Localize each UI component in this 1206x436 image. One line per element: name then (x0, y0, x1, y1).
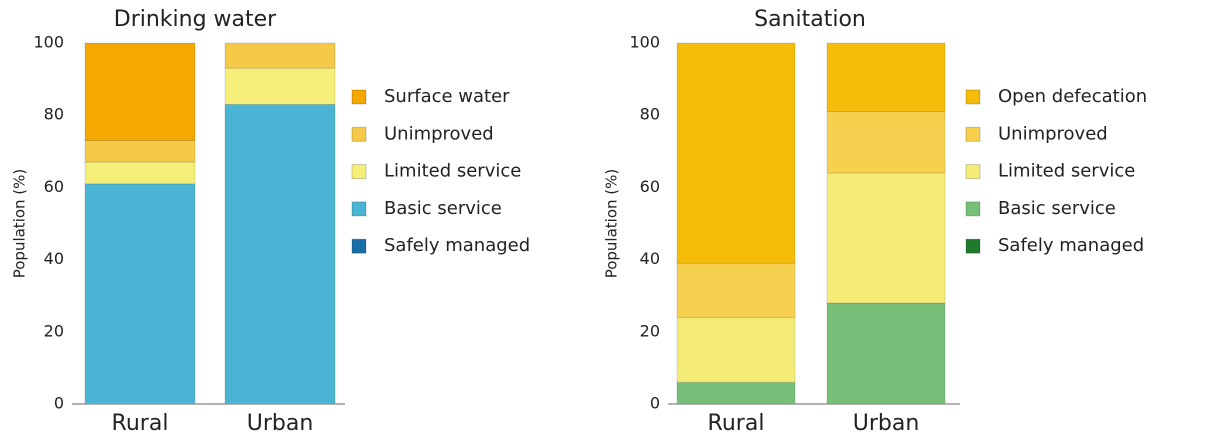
bar-segment (826, 111, 946, 174)
legend-label: Limited service (998, 161, 1135, 182)
x-tick-label: Urban (247, 411, 314, 436)
y-tick-label: 20 (44, 321, 64, 340)
legend-label: Limited service (384, 161, 521, 182)
y-tick-label: 20 (640, 321, 660, 340)
chart-title: Sanitation (754, 7, 866, 32)
legend-swatch (965, 201, 981, 217)
legend-label: Basic service (998, 198, 1116, 219)
y-tick-label: 80 (44, 105, 64, 124)
bar-segment (84, 42, 196, 141)
y-axis-label: Population (%) (11, 169, 29, 279)
legend-swatch (351, 126, 367, 142)
bar-segment (224, 67, 336, 105)
bar-segment (84, 161, 196, 185)
x-tick-label: Rural (708, 411, 765, 436)
legend-label: Basic service (384, 198, 502, 219)
bar-segment (676, 42, 796, 264)
bar-segment (224, 42, 336, 69)
legend-label: Unimproved (998, 123, 1108, 144)
legend-label: Safely managed (998, 235, 1144, 256)
legend-label: Safely managed (384, 235, 530, 256)
y-tick-label: 80 (640, 105, 660, 124)
legend-swatch (351, 89, 367, 105)
bar-segment (676, 316, 796, 383)
legend-label: Open defecation (998, 86, 1147, 107)
legend-swatch (965, 238, 981, 254)
legend-label: Surface water (384, 86, 510, 107)
y-tick-label: 60 (640, 177, 660, 196)
legend-swatch (351, 201, 367, 217)
y-tick-label: 0 (650, 394, 660, 413)
bar-segment (676, 381, 796, 405)
legend-label: Unimproved (384, 123, 494, 144)
y-tick-label: 100 (33, 33, 64, 52)
x-tick-label: Rural (112, 411, 169, 436)
y-tick-label: 40 (44, 249, 64, 268)
y-tick-label: 60 (44, 177, 64, 196)
legend-swatch (965, 164, 981, 180)
y-tick-label: 40 (640, 249, 660, 268)
legend-swatch (351, 164, 367, 180)
bar-segment (84, 139, 196, 163)
bar-segment (224, 103, 336, 405)
y-axis-label: Population (%) (603, 169, 621, 279)
y-tick-label: 0 (54, 394, 64, 413)
bar-segment (826, 42, 946, 113)
bar-segment (676, 262, 796, 318)
y-tick-label: 100 (629, 33, 660, 52)
legend-swatch (351, 238, 367, 254)
x-tick-label: Urban (853, 411, 920, 436)
bar-segment (826, 172, 946, 304)
chart-title: Drinking water (114, 7, 277, 32)
bar-segment (84, 183, 196, 405)
legend-swatch (965, 126, 981, 142)
legend-swatch (965, 89, 981, 105)
bar-segment (826, 302, 946, 405)
